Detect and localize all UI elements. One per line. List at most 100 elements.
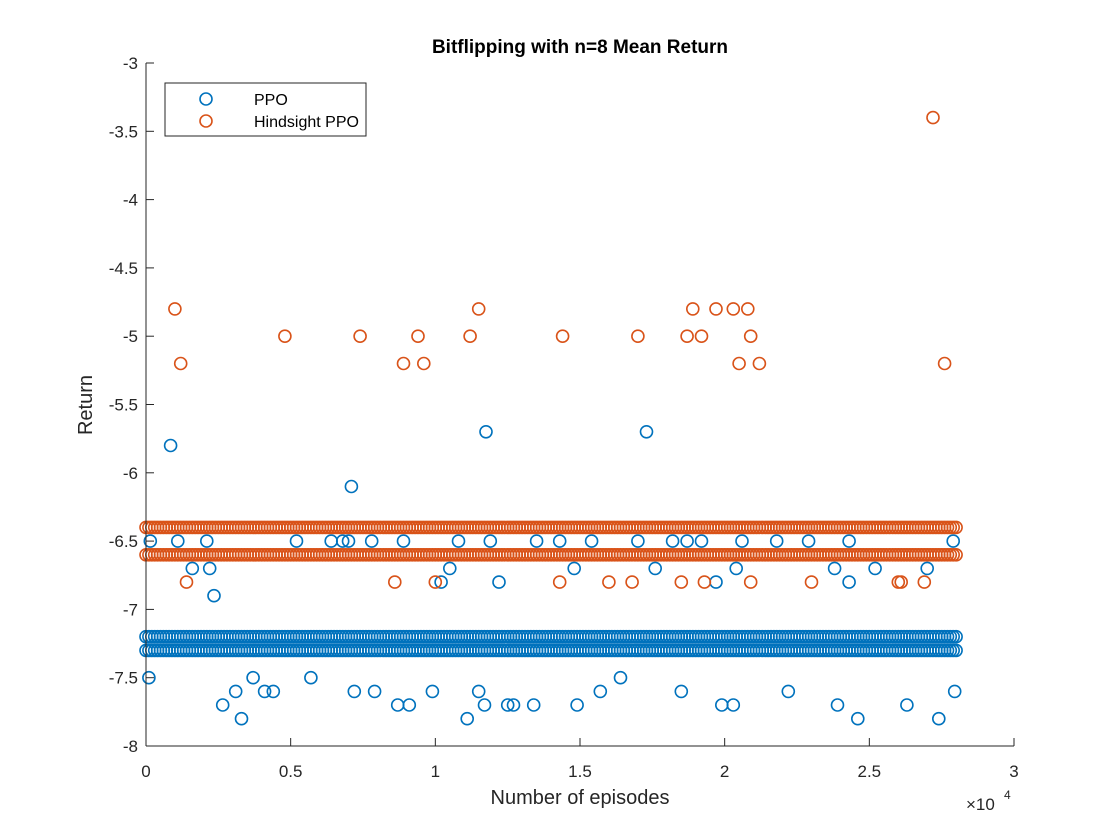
x-tick-label: 0.5 — [279, 762, 303, 781]
data-point-ppo — [729, 561, 744, 576]
data-point-hindsight-ppo — [555, 329, 570, 344]
data-point-ppo — [665, 534, 680, 548]
data-point-ppo — [567, 561, 582, 576]
data-point-hindsight-ppo — [396, 356, 411, 371]
plot-area — [146, 63, 1014, 746]
data-point-hindsight-ppo — [740, 302, 755, 316]
y-tick-label: -6 — [123, 464, 138, 483]
data-point-hindsight-ppo — [937, 356, 952, 371]
x-tick-label: 2 — [720, 762, 729, 781]
data-point-ppo — [215, 698, 230, 712]
data-point-hindsight-ppo — [173, 356, 188, 371]
data-point-hindsight-ppo — [694, 329, 709, 344]
data-point-ppo — [726, 698, 741, 712]
data-point-hindsight-ppo — [680, 329, 694, 344]
y-axis-label: Return — [75, 375, 97, 435]
data-point-ppo — [648, 561, 663, 576]
chart-title: Bitflipping with n=8 Mean Return — [432, 37, 728, 58]
x-axis-ticks: 0 0.5 1 1.5 2 2.5 3 — [141, 738, 1019, 781]
data-point-ppo — [830, 698, 845, 712]
data-point-ppo — [931, 711, 946, 726]
y-tick-label: -3 — [123, 54, 138, 73]
data-point-hindsight-ppo — [411, 329, 425, 344]
data-point-ppo — [185, 561, 200, 576]
data-point-ppo — [266, 684, 281, 699]
y-tick-label: -6.5 — [109, 532, 138, 551]
y-tick-label: -3.5 — [109, 122, 138, 141]
data-point-ppo — [552, 534, 567, 548]
y-tick-label: -4.5 — [109, 259, 138, 278]
data-point-ppo — [202, 561, 217, 576]
data-point-ppo — [850, 711, 865, 726]
data-point-ppo — [900, 698, 914, 712]
data-point-ppo — [946, 534, 961, 548]
data-point-ppo — [234, 711, 249, 726]
x-tick-label: 1.5 — [568, 762, 592, 781]
data-point-ppo — [631, 534, 645, 548]
data-point-hindsight-ppo — [278, 329, 292, 344]
data-point-ppo — [769, 534, 784, 548]
data-point-ppo — [694, 534, 709, 548]
data-point-ppo — [143, 534, 158, 548]
y-tick-label: -5 — [123, 327, 138, 346]
data-point-hindsight-ppo — [674, 575, 689, 589]
legend: PPO Hindsight PPO — [164, 82, 367, 137]
data-point-ppo — [246, 670, 260, 685]
data-point-ppo — [171, 534, 185, 548]
legend-marker-hindsight-ppo — [199, 114, 213, 128]
data-point-ppo — [434, 575, 448, 589]
data-point-hindsight-ppo — [471, 302, 486, 316]
data-point-ppo — [492, 575, 506, 589]
data-point-ppo — [364, 534, 379, 548]
data-point-hindsight-ppo — [926, 110, 940, 125]
data-point-ppo — [471, 684, 486, 699]
data-point-ppo — [477, 698, 492, 712]
data-point-ppo — [200, 534, 214, 548]
data-point-ppo — [801, 534, 816, 548]
data-point-ppo — [425, 684, 440, 699]
data-point-hindsight-ppo — [743, 329, 758, 344]
y-tick-label: -7.5 — [109, 669, 138, 688]
x-tick-label: 0 — [141, 762, 150, 781]
legend-label-hindsight-ppo: Hindsight PPO — [254, 114, 359, 131]
x-tick-label: 1 — [431, 762, 440, 781]
data-point-ppo — [529, 534, 544, 548]
y-tick-label: -8 — [123, 737, 138, 756]
x-tick-label: 3 — [1009, 762, 1018, 781]
data-point-ppo — [593, 684, 608, 699]
data-point-ppo — [402, 698, 417, 712]
data-point-hindsight-ppo — [697, 575, 712, 589]
data-point-ppo — [842, 575, 856, 589]
x-exponent-base: ×10 — [966, 795, 995, 814]
data-point-ppo — [460, 711, 475, 726]
data-point-hindsight-ppo — [353, 329, 367, 344]
data-point-ppo — [335, 534, 350, 548]
data-point-hindsight-ppo — [168, 302, 182, 316]
data-point-ppo — [396, 534, 411, 548]
data-point-hindsight-ppo — [917, 575, 932, 589]
data-point-ppo — [304, 670, 318, 685]
data-point-hindsight-ppo — [804, 575, 819, 589]
y-tick-label: -4 — [123, 191, 138, 210]
data-point-ppo — [947, 684, 962, 699]
data-point-ppo — [207, 588, 221, 603]
data-point-ppo — [483, 534, 498, 548]
data-point-hindsight-ppo — [387, 575, 402, 589]
data-point-ppo — [451, 534, 466, 548]
y-tick-label: -5.5 — [109, 396, 138, 415]
x-exponent: ×10 4 — [966, 788, 1011, 814]
data-point-ppo — [163, 438, 178, 453]
data-point-ppo — [949, 629, 963, 644]
data-point-hindsight-ppo — [949, 547, 963, 562]
series-hindsight-ppo — [139, 110, 963, 589]
data-point-ppo — [827, 561, 842, 576]
data-point-ppo — [868, 561, 882, 576]
data-point-hindsight-ppo — [732, 356, 746, 371]
x-exponent-power: 4 — [1004, 788, 1011, 802]
data-point-ppo — [500, 698, 515, 712]
data-point-ppo — [613, 670, 628, 685]
data-point-ppo — [442, 561, 457, 576]
data-point-ppo — [228, 684, 243, 699]
y-tick-label: -7 — [123, 600, 138, 619]
